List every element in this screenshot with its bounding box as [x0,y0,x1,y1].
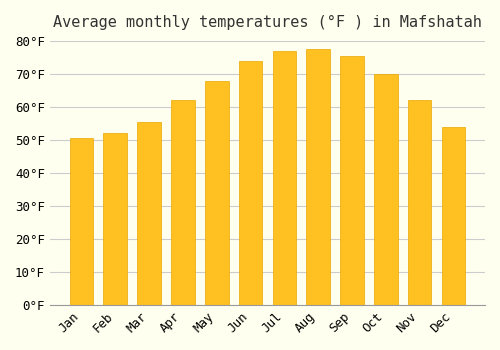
Bar [104,133,127,305]
Bar [272,51,296,305]
Bar [138,122,161,305]
Bar [442,127,465,305]
Bar [306,49,330,305]
Bar [171,100,194,305]
Title: Average monthly temperatures (°F ) in Mafshatah: Average monthly temperatures (°F ) in Ma… [53,15,482,30]
Bar [238,61,262,305]
Bar [408,100,432,305]
Bar [205,80,229,305]
Bar [70,138,94,305]
Bar [340,56,364,305]
Bar [374,74,398,305]
